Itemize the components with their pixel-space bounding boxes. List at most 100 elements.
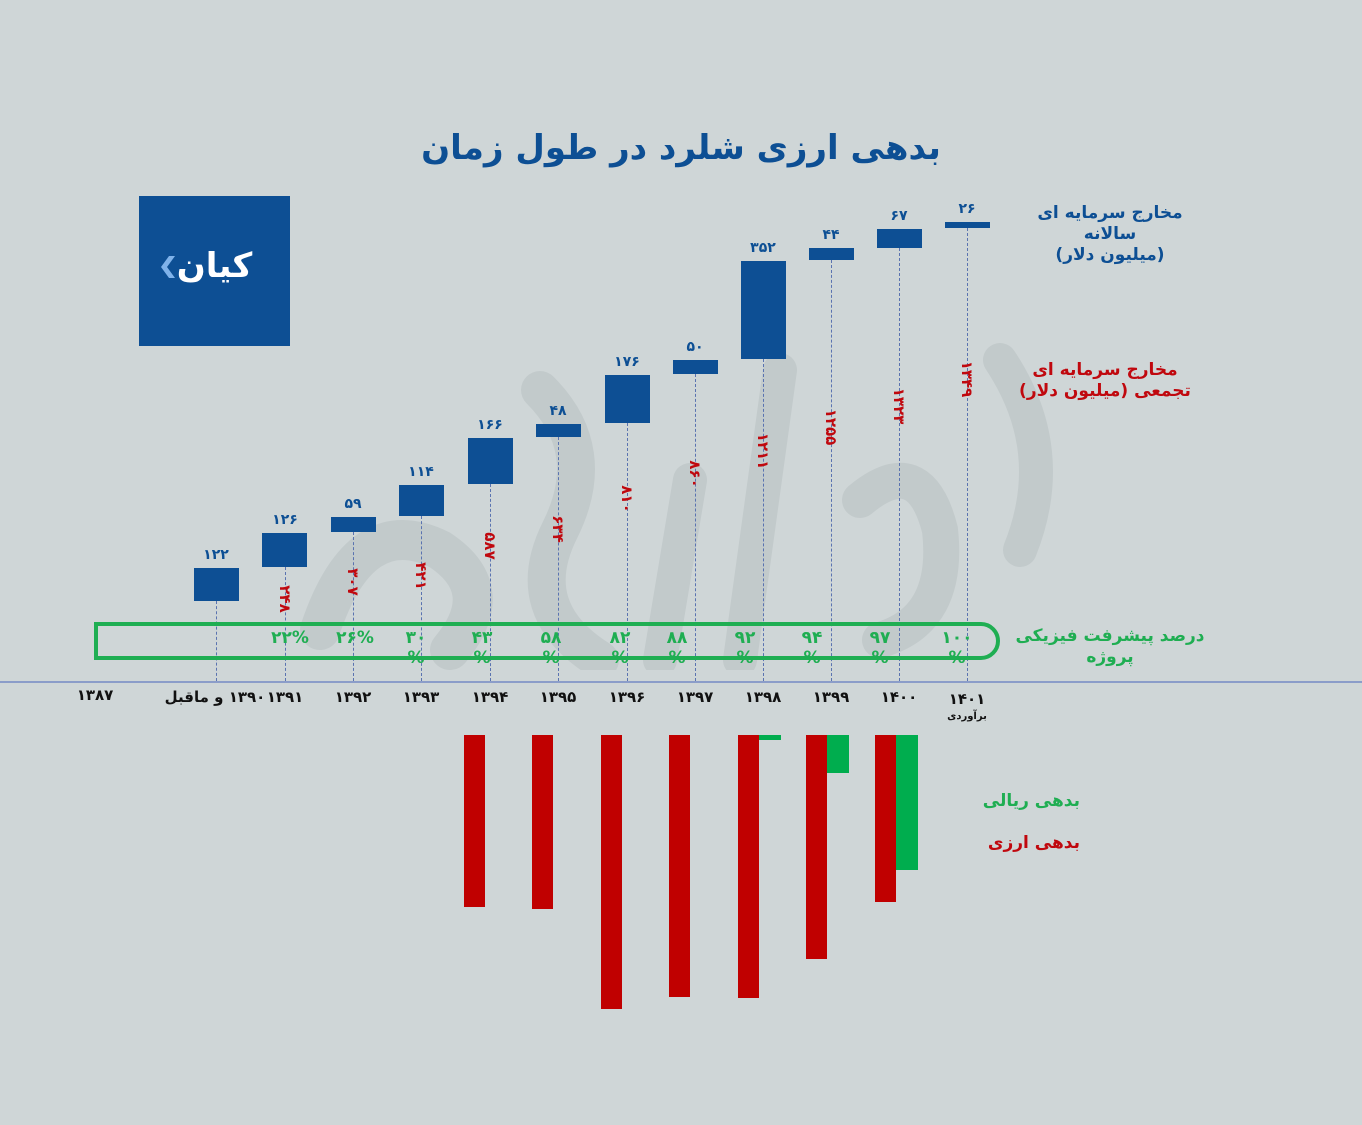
progress-value: ۴۳ xyxy=(471,628,493,648)
legend-annual-line2: (میلیون دلار) xyxy=(1055,245,1165,265)
cumulative-label: ۱۲۵۵ xyxy=(822,408,840,446)
cumulative-label: ۲۴۸ xyxy=(276,585,294,613)
progress-label: ۲۲% xyxy=(271,628,309,648)
logo-text: کیان xyxy=(176,246,253,286)
annual-bar-1401 xyxy=(945,222,990,228)
legend-progress: درصد پیشرفت فیزیکی پروژه xyxy=(1010,626,1210,668)
guide-line xyxy=(763,359,764,681)
legend-progress-line2: پروژه xyxy=(1086,647,1134,667)
cumulative-label: ۵۸۷ xyxy=(481,532,499,560)
guide-line xyxy=(421,516,422,681)
year-label: ۱۴۰۰ xyxy=(880,688,918,706)
annual-label: ۴۸ xyxy=(549,403,567,419)
annual-label: ۳۵۲ xyxy=(750,240,776,256)
year-sub-label: برآوردی xyxy=(947,711,987,722)
axis-start-label: ۱۳۸۷ xyxy=(76,686,114,704)
annual-bar-1392 xyxy=(331,517,376,532)
year-label: ۱۳۹۴ xyxy=(471,688,509,706)
legend-progress-line1: درصد پیشرفت فیزیکی xyxy=(1015,626,1205,646)
progress-pct: % xyxy=(473,648,491,668)
guide-line xyxy=(627,423,628,681)
annual-bar-1395 xyxy=(536,424,581,437)
cumulative-label: ۱۳۴۹ xyxy=(958,360,976,398)
year-label: ۱۳۹۱ xyxy=(266,688,304,706)
cumulative-label: ۸۶۰ xyxy=(686,460,704,488)
year-label: ۱۳۹۰ و ماقبل xyxy=(164,688,266,706)
progress-label: ۲۶% xyxy=(336,628,374,648)
cumulative-label: ۴۲۱ xyxy=(412,562,430,590)
year-label: ۱۳۹۶ xyxy=(608,688,646,706)
fx-debt-bar-1395 xyxy=(532,735,553,909)
progress-pct: % xyxy=(803,648,821,668)
chevron-left-icon xyxy=(161,256,175,278)
annual-label: ۴۴ xyxy=(822,227,840,243)
legend-annual-line1: مخارج سرمایه ای سالانه xyxy=(1037,203,1183,244)
annual-bar-1399 xyxy=(809,248,854,260)
guide-line xyxy=(490,484,491,681)
annual-label: ۱۱۴ xyxy=(408,464,434,480)
guide-line xyxy=(353,532,354,681)
year-label: ۱۳۹۸ xyxy=(744,688,782,706)
progress-row-box xyxy=(94,622,1000,660)
cumulative-label: ۸۱۰ xyxy=(618,485,636,513)
annual-bar-1394 xyxy=(468,438,513,484)
year-label: ۱۴۰۱ xyxy=(948,690,986,708)
progress-pct: % xyxy=(611,648,629,668)
year-label: ۱۳۹۵ xyxy=(539,688,577,706)
progress-label: ۳۰% xyxy=(391,628,441,668)
legend-cumulative-line2: تجمعی (میلیون دلار) xyxy=(1019,381,1191,401)
progress-label: ۹۷% xyxy=(855,628,905,668)
year-label: ۱۳۹۹ xyxy=(812,688,850,706)
progress-label: ۴۳% xyxy=(457,628,507,668)
progress-label: ۸۸% xyxy=(652,628,702,668)
guide-line xyxy=(558,437,559,681)
legend-rial-debt: بدهی ریالی xyxy=(982,791,1080,811)
cumulative-label: ۳۰۷ xyxy=(344,568,362,596)
fx-debt-bar-1397 xyxy=(669,735,690,997)
progress-label: ۱۰۰% xyxy=(932,628,982,668)
progress-label: ۸۲% xyxy=(595,628,645,668)
progress-value: ۸۲ xyxy=(609,628,631,648)
legend-cumulative-capex: مخارج سرمایه ای تجمعی (میلیون دلار) xyxy=(1005,360,1205,402)
rial-debt-bar-1398 xyxy=(759,735,781,740)
cumulative-label: ۶۳۴ xyxy=(549,515,567,543)
legend-cumulative-line1: مخارج سرمایه ای xyxy=(1032,360,1178,380)
progress-pct: % xyxy=(948,648,966,668)
annual-bar-1393 xyxy=(399,485,444,516)
progress-value: ۹۴ xyxy=(801,628,823,648)
annual-bar-1396 xyxy=(605,375,650,423)
cumulative-label: ۱۳۲۳ xyxy=(890,387,908,425)
progress-label: ۹۴% xyxy=(787,628,837,668)
guide-line xyxy=(695,374,696,681)
progress-pct: % xyxy=(542,648,560,668)
guide-line xyxy=(899,248,900,681)
progress-value: ۳۰ xyxy=(405,628,427,648)
year-label: ۱۳۹۷ xyxy=(676,688,714,706)
progress-pct: % xyxy=(871,648,889,668)
progress-pct: % xyxy=(668,648,686,668)
annual-bar-1400 xyxy=(877,229,922,248)
rial-debt-bar-1399 xyxy=(827,735,849,773)
fx-debt-bar-1399 xyxy=(806,735,827,959)
annual-label: ۵۹ xyxy=(344,496,362,512)
legend-annual-capex: مخارج سرمایه ای سالانه (میلیون دلار) xyxy=(1010,203,1210,266)
annual-bar-1397 xyxy=(673,360,718,374)
annual-label: ۱۷۶ xyxy=(614,354,640,370)
progress-value: ۹۷ xyxy=(869,628,891,648)
fx-debt-bar-1398 xyxy=(738,735,759,998)
annual-bar-1391 xyxy=(262,533,307,567)
annual-label: ۲۶ xyxy=(958,201,976,217)
annual-label: ۱۶۶ xyxy=(477,417,503,433)
guide-line xyxy=(216,601,217,681)
progress-pct: % xyxy=(407,648,425,668)
chart-title: بدهی ارزی شلرد در طول زمان xyxy=(421,128,941,168)
progress-value: ۵۸ xyxy=(540,628,562,648)
legend-fx-debt: بدهی ارزی xyxy=(987,833,1080,853)
progress-pct: % xyxy=(736,648,754,668)
kian-logo: کیان xyxy=(139,196,290,346)
fx-debt-bar-1400 xyxy=(875,735,896,902)
annual-bar-1390 xyxy=(194,568,239,601)
progress-label: ۵۸% xyxy=(526,628,576,668)
fx-debt-bar-1396 xyxy=(601,735,622,1009)
annual-label: ۱۲۶ xyxy=(272,512,298,528)
